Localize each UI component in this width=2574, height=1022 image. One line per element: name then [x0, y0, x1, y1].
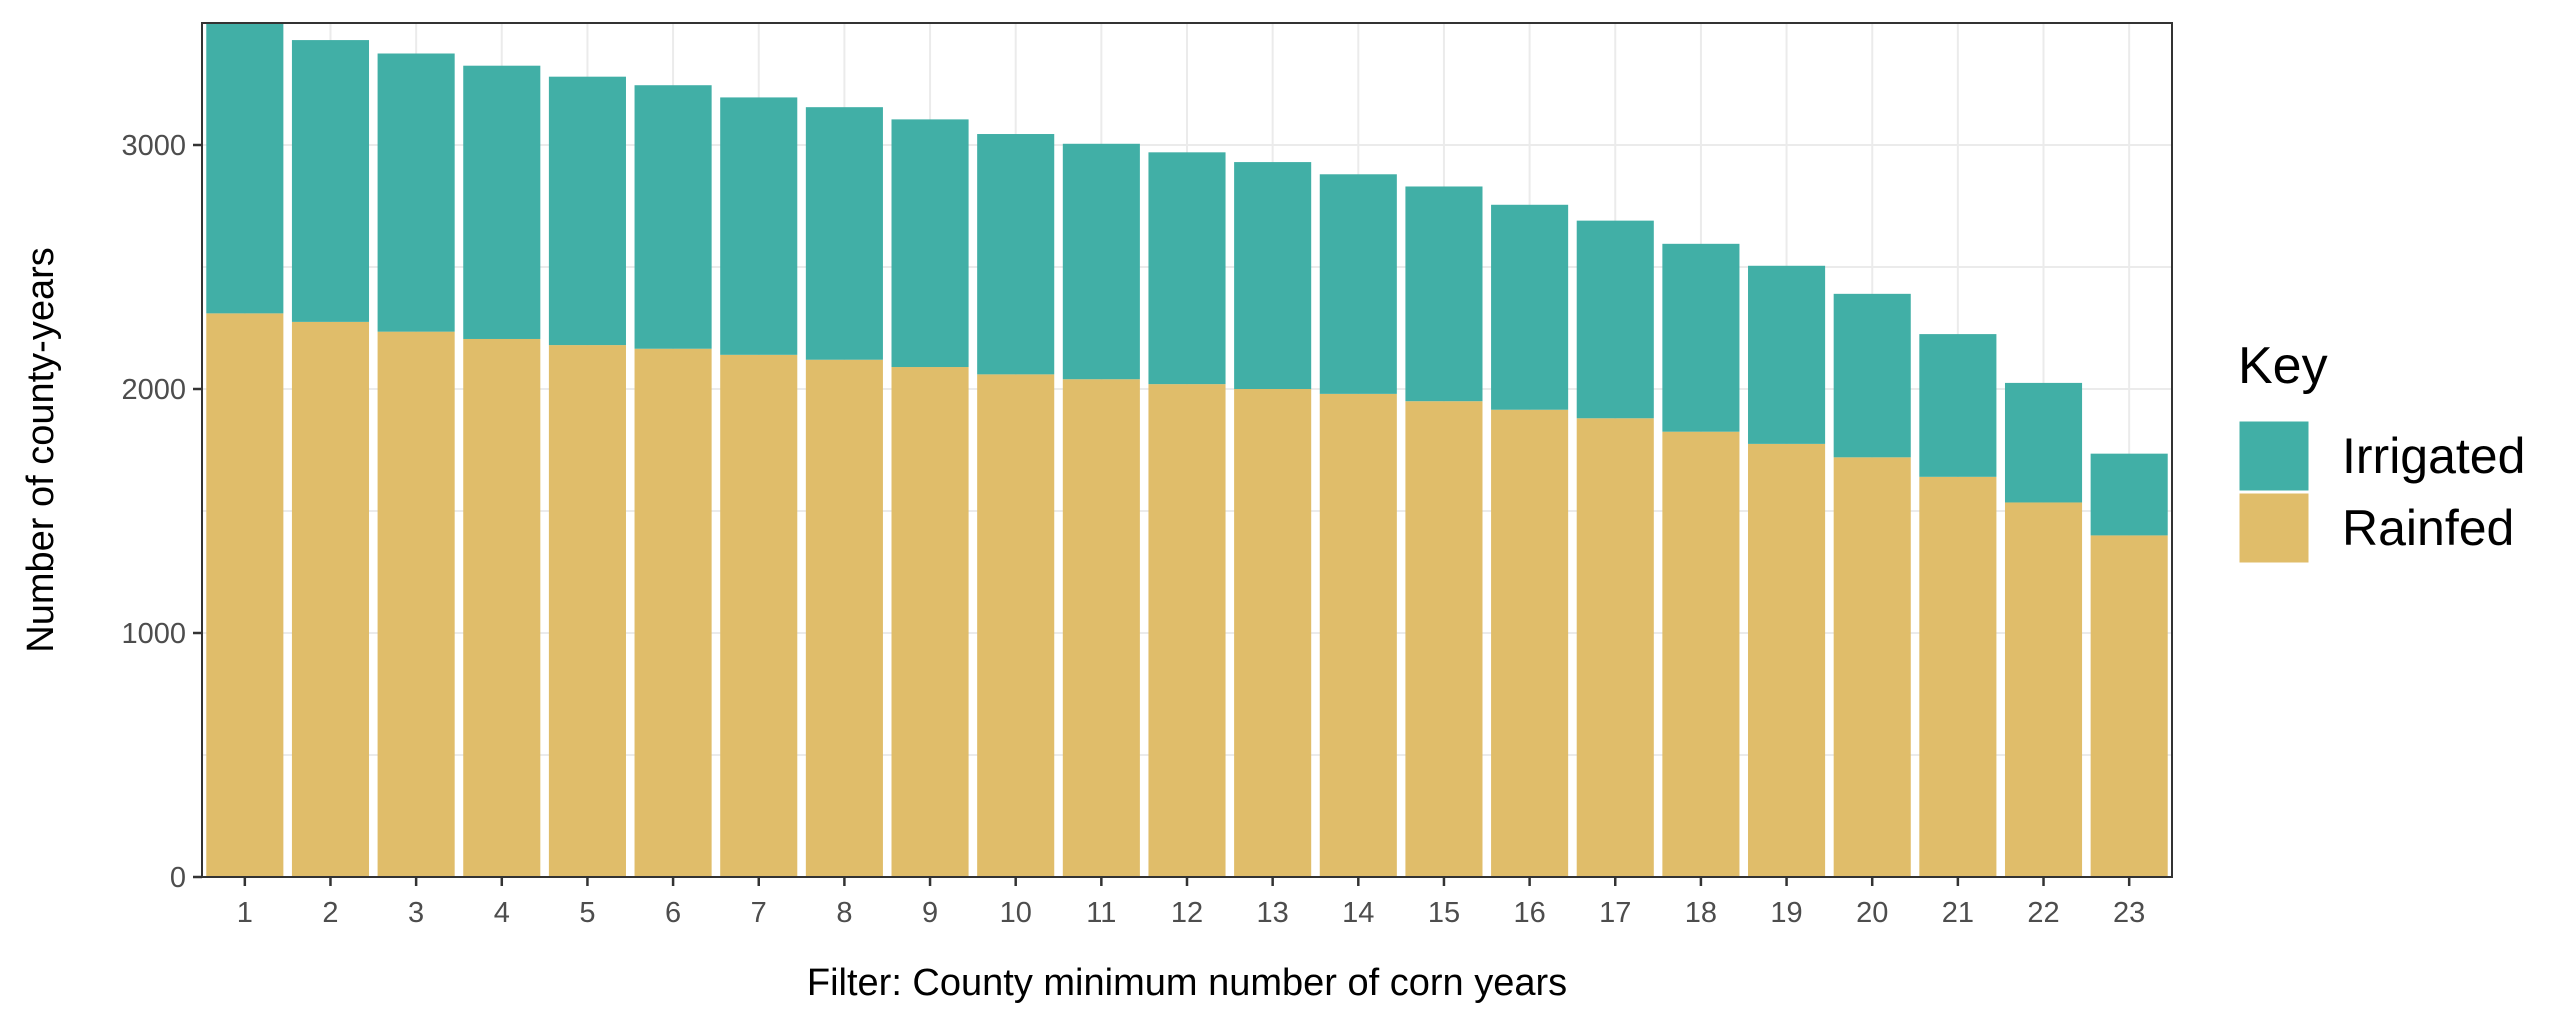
bar-rainfed-15: [1405, 401, 1483, 877]
bar-rainfed-2: [291, 321, 370, 877]
bar-rainfed-11: [1062, 379, 1140, 877]
bar-irrigated-22: [2004, 382, 2083, 503]
bar-irrigated-3: [377, 53, 455, 332]
x-tick-label: 12: [1171, 897, 1203, 929]
x-tick-label: 21: [1942, 897, 1974, 929]
y-tick-label: 2000: [121, 374, 186, 406]
x-tick-label: 20: [1856, 897, 1888, 929]
bar-irrigated-18: [1662, 243, 1740, 432]
bar-irrigated-14: [1319, 174, 1397, 394]
bar-irrigated-21: [1919, 334, 1997, 477]
bar-rainfed-19: [1748, 443, 1826, 877]
bar-rainfed-16: [1491, 409, 1569, 877]
bar-irrigated-4: [463, 65, 541, 339]
bars-layer: [206, 23, 2168, 878]
x-tick-label: 9: [922, 897, 938, 929]
bar-irrigated-12: [1148, 152, 1226, 385]
bar-irrigated-9: [891, 119, 969, 368]
x-tick-label: 10: [1000, 897, 1032, 929]
x-tick-label: 16: [1513, 897, 1545, 929]
bar-irrigated-23: [2090, 453, 2168, 536]
bar-irrigated-19: [1748, 265, 1826, 444]
bar-irrigated-6: [634, 85, 712, 349]
x-tick-label: 18: [1685, 897, 1717, 929]
bar-irrigated-13: [1234, 162, 1312, 389]
x-tick-label: 11: [1086, 897, 1116, 929]
x-tick-label: 15: [1428, 897, 1460, 929]
x-tick-label: 22: [2027, 897, 2059, 929]
bar-rainfed-22: [2004, 502, 2083, 877]
y-tick-label: 0: [170, 862, 186, 894]
bar-irrigated-11: [1062, 143, 1140, 380]
x-tick-label: 2: [322, 897, 338, 929]
x-tick-label: 7: [751, 897, 767, 929]
bar-irrigated-17: [1576, 220, 1654, 419]
bar-irrigated-1: [206, 23, 284, 314]
x-tick-label: 19: [1770, 897, 1802, 929]
x-tick-label: 3: [408, 897, 424, 929]
x-tick-label: 1: [237, 897, 253, 929]
x-tick-label: 13: [1257, 897, 1289, 929]
bar-rainfed-7: [720, 354, 798, 878]
bar-rainfed-6: [634, 348, 712, 877]
bar-irrigated-20: [1833, 293, 1911, 458]
legend-entries: Irrigated Rainfed: [2236, 418, 2525, 566]
bar-rainfed-4: [463, 338, 541, 878]
bar-irrigated-15: [1405, 186, 1483, 402]
legend-label-irrigated: Irrigated: [2342, 428, 2525, 484]
legend-swatch-rainfed: [2236, 490, 2312, 566]
bar-rainfed-10: [977, 374, 1055, 877]
bar-rainfed-17: [1576, 418, 1654, 877]
bar-rainfed-5: [548, 345, 626, 878]
y-tick-label: 1000: [121, 618, 186, 650]
bar-rainfed-12: [1148, 384, 1226, 877]
x-tick-label: 6: [665, 897, 681, 929]
bar-rainfed-23: [2090, 535, 2168, 877]
x-tick-label: 8: [836, 897, 852, 929]
legend-title: Key: [2238, 337, 2328, 395]
bar-rainfed-13: [1234, 389, 1312, 877]
x-tick-label: 14: [1342, 897, 1374, 929]
x-tick-label: 17: [1599, 897, 1631, 929]
bar-irrigated-2: [291, 40, 370, 322]
bar-rainfed-8: [805, 359, 883, 878]
bar-rainfed-1: [206, 313, 284, 877]
x-tick-label: 4: [494, 897, 510, 929]
bar-rainfed-9: [891, 367, 969, 877]
bar-irrigated-16: [1491, 204, 1569, 410]
bar-rainfed-18: [1662, 431, 1740, 877]
bar-irrigated-8: [805, 107, 883, 360]
bar-irrigated-10: [977, 134, 1055, 375]
bar-rainfed-21: [1919, 476, 1997, 877]
bar-irrigated-7: [720, 97, 798, 355]
bar-rainfed-3: [377, 331, 455, 877]
legend-label-rainfed: Rainfed: [2342, 500, 2514, 556]
bar-rainfed-14: [1319, 393, 1397, 877]
legend-swatch-irrigated: [2236, 418, 2312, 494]
x-tick-label: 23: [2113, 897, 2145, 929]
y-axis-title: Number of county-years: [20, 247, 62, 653]
y-tick-label: 3000: [121, 130, 186, 162]
legend: Key Irrigated Rainfed: [2236, 337, 2525, 566]
x-tick-label: 5: [579, 897, 595, 929]
bar-rainfed-20: [1833, 457, 1911, 877]
bar-irrigated-5: [548, 76, 626, 346]
x-axis-title: Filter: County minimum number of corn ye…: [807, 962, 1567, 1004]
